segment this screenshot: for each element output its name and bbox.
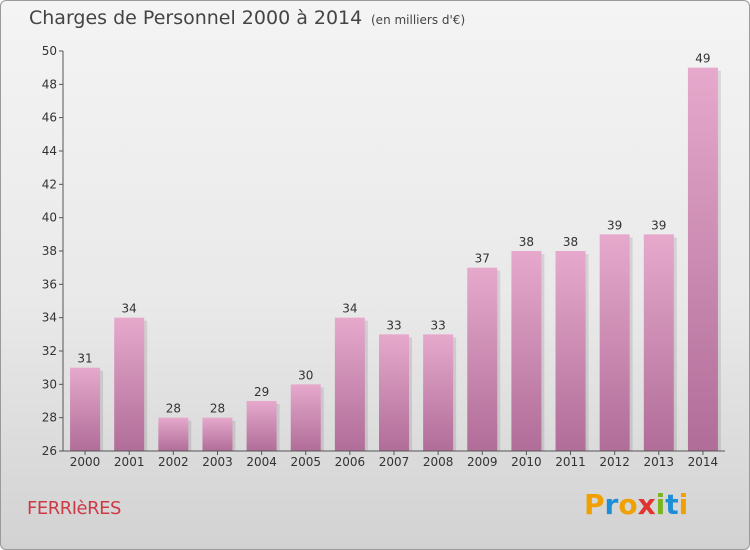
x-tick-label-2001: 2001 bbox=[114, 455, 145, 469]
bar-2010 bbox=[511, 251, 542, 451]
logo-letter: r bbox=[604, 488, 619, 521]
bar-2013 bbox=[643, 234, 674, 451]
bars-group: 31 34 28 28 29 30 34 33 33 37 38 38 39 39 49 bbox=[70, 52, 721, 452]
x-tick-label-2009: 2009 bbox=[467, 455, 498, 469]
y-tick-label-48: 48 bbox=[42, 77, 57, 91]
data-label-2001: 34 bbox=[122, 302, 137, 316]
bar-2006 bbox=[334, 317, 365, 451]
bar-2011 bbox=[555, 251, 586, 451]
bar-2009 bbox=[467, 267, 498, 451]
logo-letter: t bbox=[665, 488, 679, 521]
data-label-2002: 28 bbox=[166, 402, 181, 416]
commune-name: FERRIèRES bbox=[27, 498, 121, 519]
x-tick-label-2002: 2002 bbox=[158, 455, 189, 469]
x-tick-label-2008: 2008 bbox=[423, 455, 454, 469]
logo-letter: i bbox=[655, 488, 666, 521]
y-tick-label-32: 32 bbox=[42, 344, 57, 358]
data-label-2008: 33 bbox=[430, 318, 445, 332]
x-tick-label-2003: 2003 bbox=[202, 455, 233, 469]
logo-letter: i bbox=[678, 488, 689, 521]
y-tick-label-30: 30 bbox=[42, 377, 57, 391]
data-label-2010: 38 bbox=[519, 235, 534, 249]
data-label-2005: 30 bbox=[298, 368, 313, 382]
bar-2014 bbox=[687, 67, 718, 452]
data-label-2004: 29 bbox=[254, 385, 269, 399]
data-label-2006: 34 bbox=[342, 302, 357, 316]
data-label-2007: 33 bbox=[386, 318, 401, 332]
axes-group: 2000 2001 2002 2003 2004 2005 2006 2007 2008 2009… bbox=[42, 44, 725, 469]
x-tick-label-2007: 2007 bbox=[379, 455, 410, 469]
x-tick-label-2006: 2006 bbox=[335, 455, 366, 469]
bar-2000 bbox=[70, 367, 101, 451]
y-tick-label-34: 34 bbox=[42, 311, 57, 325]
x-tick-label-2004: 2004 bbox=[246, 455, 277, 469]
logo-letter: x bbox=[637, 488, 656, 521]
y-tick-label-50: 50 bbox=[42, 44, 57, 58]
x-tick-label-2012: 2012 bbox=[599, 455, 630, 469]
data-label-2000: 31 bbox=[77, 352, 92, 366]
data-label-2009: 37 bbox=[475, 252, 490, 266]
x-tick-label-2005: 2005 bbox=[290, 455, 321, 469]
x-tick-label-2000: 2000 bbox=[70, 455, 101, 469]
y-tick-label-40: 40 bbox=[42, 211, 57, 225]
y-tick-label-42: 42 bbox=[42, 177, 57, 191]
bar-2008 bbox=[423, 334, 454, 451]
y-tick-label-46: 46 bbox=[42, 111, 57, 125]
y-tick-label-36: 36 bbox=[42, 277, 57, 291]
data-label-2011: 38 bbox=[563, 235, 578, 249]
bar-2005 bbox=[290, 384, 321, 451]
proxiti-logo: Proxiti bbox=[584, 488, 688, 521]
bar-2002 bbox=[158, 417, 189, 451]
bar-2003 bbox=[202, 417, 233, 451]
data-label-2014: 49 bbox=[695, 52, 710, 66]
bar-2001 bbox=[114, 317, 145, 451]
logo-letter: P bbox=[584, 488, 605, 521]
x-tick-label-2011: 2011 bbox=[555, 455, 586, 469]
x-tick-label-2014: 2014 bbox=[688, 455, 719, 469]
y-tick-label-26: 26 bbox=[42, 444, 57, 458]
chart-title: Charges de Personnel 2000 à 2014 bbox=[29, 7, 363, 29]
data-label-2003: 28 bbox=[210, 402, 225, 416]
data-label-2013: 39 bbox=[651, 218, 666, 232]
y-tick-label-28: 28 bbox=[42, 411, 57, 425]
y-tick-label-38: 38 bbox=[42, 244, 57, 258]
logo-letter: o bbox=[618, 488, 638, 521]
data-label-2012: 39 bbox=[607, 218, 622, 232]
x-tick-label-2010: 2010 bbox=[511, 455, 542, 469]
bar-2012 bbox=[599, 234, 630, 451]
y-tick-label-44: 44 bbox=[42, 144, 57, 158]
bar-2004 bbox=[246, 401, 277, 451]
x-tick-label-2013: 2013 bbox=[644, 455, 675, 469]
chart-subtitle: (en milliers d'€) bbox=[371, 13, 466, 27]
bar-2007 bbox=[379, 334, 409, 451]
